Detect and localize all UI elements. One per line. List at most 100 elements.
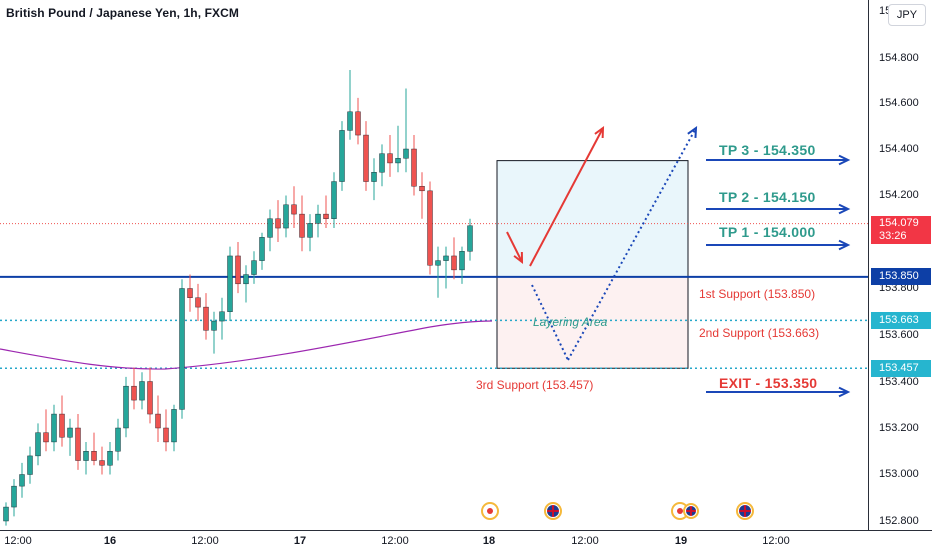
target-arrow-head [838,386,851,398]
candle-body [355,111,361,136]
dip-projection-arrow [531,284,569,361]
time-axis-tick: 18 [482,535,496,547]
candle-body [27,455,33,475]
price-axis-tick: 154.800 [879,52,919,64]
candle-body [331,181,337,219]
candle-body [427,190,433,266]
time-axis-tick: 12:00 [191,535,219,547]
support-line-price-tag: 153.850 [871,268,931,285]
layering-area-label: Layering Area [533,315,608,329]
candle-body [115,427,121,452]
bullish-projection-arrow [529,127,604,267]
bullish-projection-arrow-head [594,125,605,139]
candle-body [259,237,265,261]
price-axis[interactable]: 155.000 154.800 154.600 154.400 154.200 … [868,0,932,530]
candle-body [107,451,113,466]
entry-arrow [506,231,523,263]
current-price-tag: 154.079 33:26 [871,216,931,244]
tp1-label: TP 1 - 154.000 [719,224,816,240]
economic-event-icon[interactable] [481,502,499,520]
candle-body [467,225,473,252]
candle-body [131,385,137,401]
dotted-line-price-tag: 153.457 [871,360,931,377]
entry-arrow-head [513,251,524,265]
time-axis-tick: 12:00 [381,535,409,547]
take-profit-zone [496,160,689,278]
candle-body [91,451,97,461]
candle-body [251,260,257,275]
candle-body [387,153,393,164]
candle-body [67,427,73,438]
support1-label: 1st Support (153.850) [699,287,816,301]
price-axis-tick: 154.600 [879,97,919,109]
recovery-projection-arrow [567,127,697,361]
candle-body [163,427,169,443]
candle-body [395,158,401,164]
candle-body [99,460,105,466]
candle-body [35,432,41,457]
dotted-line-price-tag: 153.663 [871,312,931,329]
candle-body [83,451,89,461]
candle-body [283,204,289,229]
candle-body [59,413,65,438]
target-arrow-head [838,239,851,251]
candle-body [275,218,281,229]
candle-countdown: 33:26 [879,230,907,242]
candle-body [243,274,249,285]
candle-body [371,172,377,182]
candle-body [435,260,441,266]
candle-body [187,288,193,299]
uk-flag-event-icon[interactable] [544,502,562,520]
candle-body [19,474,25,487]
candle-body [323,213,329,219]
price-axis-tick: 153.400 [879,376,919,388]
candle-body [267,218,273,238]
exit-label: EXIT - 153.350 [719,375,818,391]
candle-body [211,320,217,331]
time-axis-tick: 12:00 [762,535,790,547]
time-axis[interactable]: 12:00 16 12:00 17 12:00 18 12:00 19 12:0… [0,530,932,551]
candle-body [123,385,129,429]
candle-body [171,409,177,443]
recovery-projection-arrow-head [687,125,698,139]
candle-body [379,153,385,173]
price-axis-tick: 154.400 [879,143,919,155]
time-axis-tick: 16 [103,535,117,547]
currency-button[interactable]: JPY [888,4,926,26]
candle-body [147,381,153,415]
candle-body [203,306,209,331]
candle-body [11,485,17,508]
price-axis-tick: 152.800 [879,515,919,527]
candle-body [459,251,465,271]
price-axis-tick: 153.000 [879,468,919,480]
layering-zone [496,276,689,369]
candle-body [195,297,201,308]
chart-plot-area[interactable]: British Pound / Japanese Yen, 1h, FXCM T… [0,0,868,530]
candle-body [235,255,241,285]
price-axis-tick: 154.200 [879,189,919,201]
candle-body [339,130,345,182]
current-price-value: 154.079 [879,217,919,229]
candle-body [451,255,457,271]
candle-body [363,134,369,182]
time-axis-tick: 17 [293,535,307,547]
uk-flag-event-icon[interactable] [736,502,754,520]
candle-body [227,255,233,312]
candle-body [75,427,81,461]
support2-label: 2nd Support (153.663) [699,326,820,340]
chart-title: British Pound / Japanese Yen, 1h, FXCM [6,6,239,20]
candle-body [291,204,297,215]
support3-label: 3rd Support (153.457) [476,378,594,392]
price-axis-tick: 153.800 [879,282,919,294]
candlestick-chart[interactable] [0,0,868,530]
candle-body [155,413,161,429]
candle-body [443,255,449,261]
uk-flag-event-icon[interactable] [683,503,699,519]
candle-body [347,111,353,131]
time-axis-tick: 12:00 [4,535,32,547]
target-arrow-head [838,203,851,215]
candle-body [51,413,57,443]
candle-body [411,148,417,187]
candle-body [3,506,9,522]
candle-body [315,213,321,224]
